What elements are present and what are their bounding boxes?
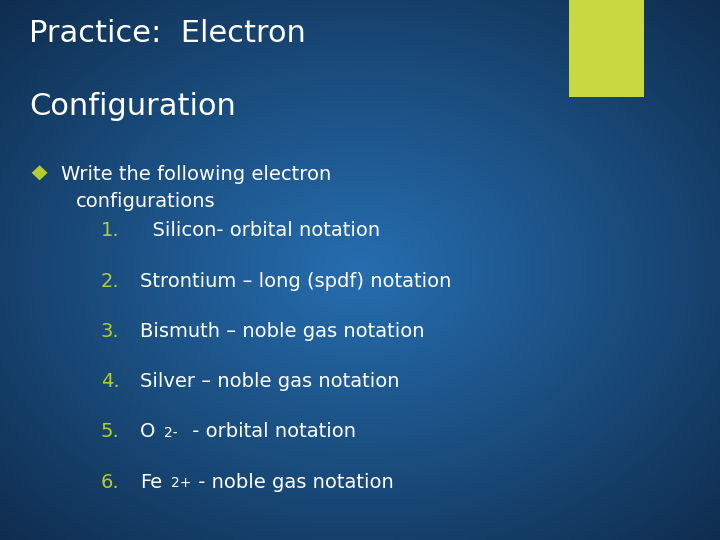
Text: 3.: 3. xyxy=(101,322,120,341)
Text: Bismuth – noble gas notation: Bismuth – noble gas notation xyxy=(140,322,425,341)
Text: Fe: Fe xyxy=(140,472,163,491)
Text: Silicon- orbital notation: Silicon- orbital notation xyxy=(140,221,381,240)
Text: Practice:  Electron: Practice: Electron xyxy=(29,19,306,48)
Text: 2+: 2+ xyxy=(171,476,191,490)
Polygon shape xyxy=(32,165,48,180)
Text: 6.: 6. xyxy=(101,472,120,491)
Text: Strontium – long (spdf) notation: Strontium – long (spdf) notation xyxy=(140,272,451,291)
Text: 1.: 1. xyxy=(101,221,120,240)
Text: Configuration: Configuration xyxy=(29,92,235,121)
Text: Write the following electron: Write the following electron xyxy=(61,165,331,184)
Text: 2.: 2. xyxy=(101,272,120,291)
Text: 4.: 4. xyxy=(101,372,120,391)
Text: - orbital notation: - orbital notation xyxy=(186,422,356,441)
Text: configurations: configurations xyxy=(76,192,215,211)
Text: O: O xyxy=(140,422,162,441)
Text: 2-: 2- xyxy=(164,426,178,440)
Text: - noble gas notation: - noble gas notation xyxy=(192,472,394,491)
Text: Silver – noble gas notation: Silver – noble gas notation xyxy=(140,372,400,391)
Text: 5.: 5. xyxy=(101,422,120,441)
Bar xyxy=(569,0,644,97)
